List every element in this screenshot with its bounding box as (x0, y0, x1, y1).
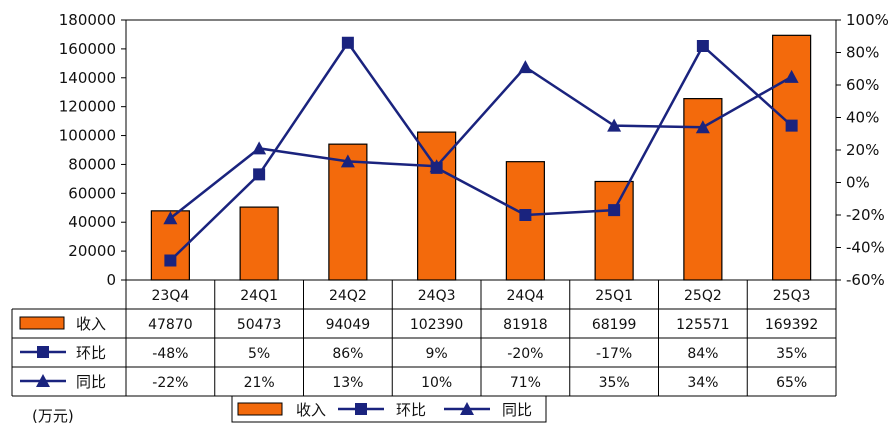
category-label: 25Q3 (773, 288, 811, 304)
right-axis-tick-label: -60% (846, 271, 885, 289)
left-axis-tick-label: 80000 (68, 155, 116, 173)
right-axis-tick-label: 40% (846, 109, 879, 127)
left-axis-tick-label: 100000 (59, 127, 116, 145)
swatch-marker-同比 (36, 374, 50, 387)
right-axis-tick-label: 20% (846, 141, 879, 159)
right-axis-tick-label: -40% (846, 239, 885, 257)
point-环比-25Q1 (608, 204, 621, 217)
point-环比-25Q3 (785, 119, 798, 132)
table-cell: 102390 (410, 317, 463, 333)
point-同比-25Q3 (784, 69, 799, 83)
left-axis-tick-label: 20000 (68, 242, 116, 260)
table-cell: 84% (687, 346, 718, 362)
line-同比 (169, 65, 793, 220)
left-axis-tick-label: 160000 (59, 40, 116, 58)
point-环比-24Q1 (253, 168, 266, 181)
point-环比-25Q2 (696, 40, 709, 52)
point-同比-24Q2 (340, 154, 355, 168)
swatch-marker-同比 (460, 402, 474, 415)
table-cell: 86% (332, 346, 363, 362)
table-cell: 68199 (592, 317, 637, 333)
table-cell: 65% (776, 375, 807, 391)
left-axis-tick-label: 40000 (68, 213, 116, 231)
point-同比-24Q3 (429, 159, 444, 173)
table-cell: 47870 (148, 317, 193, 333)
swatch-收入 (237, 402, 283, 416)
legend-label-同比: 同比 (502, 401, 532, 419)
table-cell: -22% (152, 375, 188, 391)
line-环比 (169, 40, 793, 262)
category-label: 24Q2 (329, 288, 367, 304)
legend: 收入 环比 同比 (231, 395, 547, 423)
right-axis-tick-label: 100% (846, 11, 889, 29)
point-同比-25Q1 (607, 118, 622, 132)
table-cell: 81918 (503, 317, 548, 333)
category-label: 24Q3 (418, 288, 456, 304)
legend-box (231, 395, 547, 423)
bar-25Q1 (594, 180, 634, 281)
table-cell: 34% (687, 375, 718, 391)
plot-frame (125, 19, 837, 281)
bar-25Q2 (683, 98, 723, 281)
table-cell: 125571 (676, 317, 729, 333)
point-同比-24Q4 (518, 60, 533, 74)
table-cell: 94049 (326, 317, 371, 333)
left-axis-tick-label: 180000 (59, 11, 116, 29)
row-label-收入: 收入 (76, 315, 106, 333)
category-label: 25Q2 (684, 288, 722, 304)
category-label: 25Q1 (595, 288, 633, 304)
lines (163, 36, 799, 267)
row-label-同比: 同比 (76, 373, 106, 391)
bars (150, 34, 812, 281)
point-同比-24Q1 (252, 141, 267, 155)
legend-label-环比: 环比 (396, 401, 426, 419)
swatch-marker-环比 (37, 346, 49, 358)
plot-area (125, 19, 837, 281)
data-table: 23Q4 24Q1 24Q2 24Q3 24Q4 25Q1 25Q2 25Q3 47870 504… (11, 279, 837, 397)
table-cell: -48% (152, 346, 188, 362)
table-cell: 71% (510, 375, 541, 391)
table-cell: 9% (426, 346, 448, 362)
category-label: 24Q1 (240, 288, 278, 304)
table-cell: 21% (244, 375, 275, 391)
row-label-环比: 环比 (76, 344, 106, 362)
table-cell: 35% (776, 346, 807, 362)
legend-label-收入: 收入 (296, 401, 326, 419)
table-cell: -17% (596, 346, 632, 362)
point-同比-23Q4 (163, 211, 178, 225)
left-axis-tick-label: 140000 (59, 69, 116, 87)
left-axis-tick-label: 0 (106, 271, 116, 289)
swatch-收入 (19, 316, 65, 330)
table-cell: 169392 (765, 317, 818, 333)
category-label: 23Q4 (152, 288, 190, 304)
point-同比-25Q2 (695, 120, 710, 134)
table-cell: -20% (507, 346, 543, 362)
right-axis-tick-label: 0% (846, 174, 870, 192)
left-axis: 0 20000 40000 60000 80000 100000 120000 140000 1… (59, 11, 126, 289)
table-cell: 35% (599, 375, 630, 391)
unit-label: (万元) (32, 407, 74, 425)
right-axis-tick-label: 60% (846, 76, 879, 94)
right-axis-tick-label: 80% (846, 44, 879, 62)
table-cell: 13% (332, 375, 363, 391)
bar-24Q1 (239, 206, 279, 281)
point-环比-24Q4 (519, 209, 532, 221)
point-环比-24Q2 (341, 36, 354, 49)
left-axis-tick-label: 120000 (59, 98, 116, 116)
bar-24Q3 (417, 131, 457, 281)
swatch-marker-环比 (355, 403, 367, 415)
left-axis-tick-label: 60000 (68, 184, 116, 202)
category-label: 24Q4 (507, 288, 545, 304)
table-cell: 50473 (237, 317, 282, 333)
right-axis: -60% -40% -20% 0% 20% 40% 60% 80% 100% (836, 11, 889, 289)
point-环比-23Q4 (164, 254, 177, 267)
right-axis-tick-label: -20% (846, 206, 885, 224)
table-cell: 10% (421, 375, 452, 391)
table-cell: 5% (248, 346, 270, 362)
